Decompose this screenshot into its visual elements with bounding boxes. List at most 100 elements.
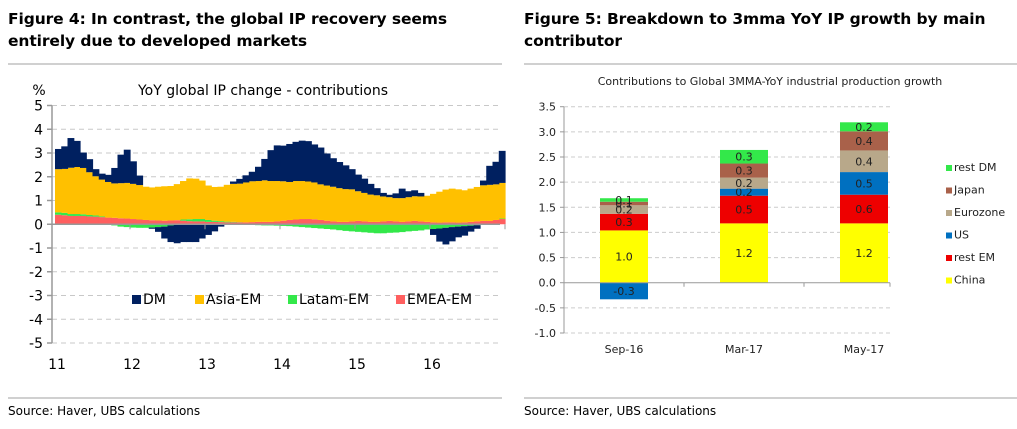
legend-label: Asia-EM	[206, 292, 261, 308]
legend-item-china: China	[946, 274, 985, 287]
legend-swatch	[396, 295, 405, 304]
legend-label: Eurozone	[954, 206, 1005, 219]
area-segment	[192, 178, 200, 220]
area-segment	[467, 221, 475, 225]
area-segment	[473, 186, 481, 222]
y-tick-label: -0.5	[535, 302, 556, 315]
x-tick-label: 11	[48, 357, 66, 373]
area-segment	[130, 183, 137, 220]
area-segment	[161, 224, 169, 227]
data-label: 0.4	[855, 135, 873, 148]
area-segment	[205, 224, 212, 235]
area-segment	[305, 181, 312, 220]
area-segment	[223, 221, 231, 223]
legend-swatch	[132, 295, 141, 304]
area-segment	[323, 224, 331, 229]
area-segment	[136, 185, 144, 220]
area-segment	[236, 222, 244, 225]
area-segment	[98, 216, 106, 218]
bar-segment-japan	[840, 131, 888, 151]
area-segment	[123, 182, 131, 219]
area-segment	[448, 222, 456, 225]
bar-segment-eurozone	[720, 177, 768, 189]
area-segment	[67, 214, 75, 216]
area-segment	[373, 221, 381, 225]
area-segment	[317, 224, 325, 229]
area-segment	[398, 198, 406, 222]
area-segment	[242, 175, 250, 183]
area-segment	[180, 224, 187, 243]
area-segment	[355, 191, 362, 221]
legend-item-latam-em: Latam-EM	[288, 292, 369, 308]
area-segment	[248, 181, 256, 223]
area-segment	[480, 220, 487, 225]
area-segment	[323, 220, 331, 225]
area-segment	[111, 167, 119, 184]
area-segment	[192, 219, 200, 222]
area-segment	[198, 221, 206, 225]
area-segment	[230, 183, 237, 222]
area-segment	[361, 178, 369, 193]
figure-4-chart: % YoY global IP change - contributions 5…	[29, 83, 506, 373]
legend-swatch	[946, 187, 952, 194]
area-segment	[98, 179, 106, 217]
area-segment	[430, 229, 437, 235]
area-segment	[480, 180, 487, 186]
area-segment	[73, 140, 81, 168]
y-axis-unit-label: %	[32, 83, 45, 99]
area-segment	[61, 146, 69, 169]
area-segment	[417, 224, 425, 231]
area-segment	[111, 217, 119, 225]
area-segment	[130, 161, 137, 184]
area-segment	[380, 196, 387, 222]
area-segment	[355, 174, 362, 192]
area-segment	[55, 214, 62, 225]
area-segment	[348, 224, 356, 232]
area-segment	[442, 227, 450, 245]
bar-segment-rest-dm	[720, 149, 768, 164]
area-segment	[117, 183, 125, 219]
area-segment	[498, 182, 506, 219]
area-segment	[455, 189, 462, 223]
bar-stack-sep-16: 1.00.3-0.30.20.10.1	[600, 194, 648, 300]
data-label: 0.2	[735, 186, 753, 199]
bar-segment-us	[720, 188, 768, 196]
area-segment	[336, 224, 344, 231]
area-segment	[298, 224, 306, 228]
area-segment	[105, 174, 112, 182]
area-segment	[286, 143, 294, 182]
area-segment	[411, 220, 419, 225]
area-segment	[373, 224, 381, 234]
area-segment	[80, 152, 87, 168]
data-label: 0.1	[615, 194, 633, 207]
legend-swatch	[946, 277, 952, 284]
area-segment	[192, 221, 200, 225]
area-segment	[430, 224, 437, 229]
legend-swatch	[946, 255, 952, 261]
data-label: 0.2	[735, 177, 753, 190]
area-segment	[98, 173, 106, 180]
y-tick-label: 0.0	[539, 277, 557, 290]
area-segment	[136, 224, 144, 228]
area-segment	[430, 222, 437, 225]
area-segment	[498, 150, 506, 183]
y-tick-label: 1.5	[539, 201, 557, 214]
bar-segment-us	[600, 282, 648, 300]
legend-label: US	[954, 229, 969, 242]
area-segment	[67, 167, 75, 215]
area-segment	[155, 220, 162, 225]
area-segment	[348, 169, 356, 190]
area-segment	[361, 221, 369, 225]
area-segment	[305, 219, 312, 225]
area-segment	[342, 189, 350, 222]
area-segment	[217, 221, 225, 223]
y-tick-label: 2.5	[539, 151, 557, 164]
area-segment	[367, 183, 375, 195]
area-segment	[86, 214, 94, 217]
area-segment	[492, 219, 500, 225]
area-segment	[205, 221, 212, 225]
area-segment	[273, 181, 281, 222]
area-segment	[317, 147, 325, 185]
area-segment	[255, 166, 262, 182]
area-segment	[173, 224, 181, 244]
